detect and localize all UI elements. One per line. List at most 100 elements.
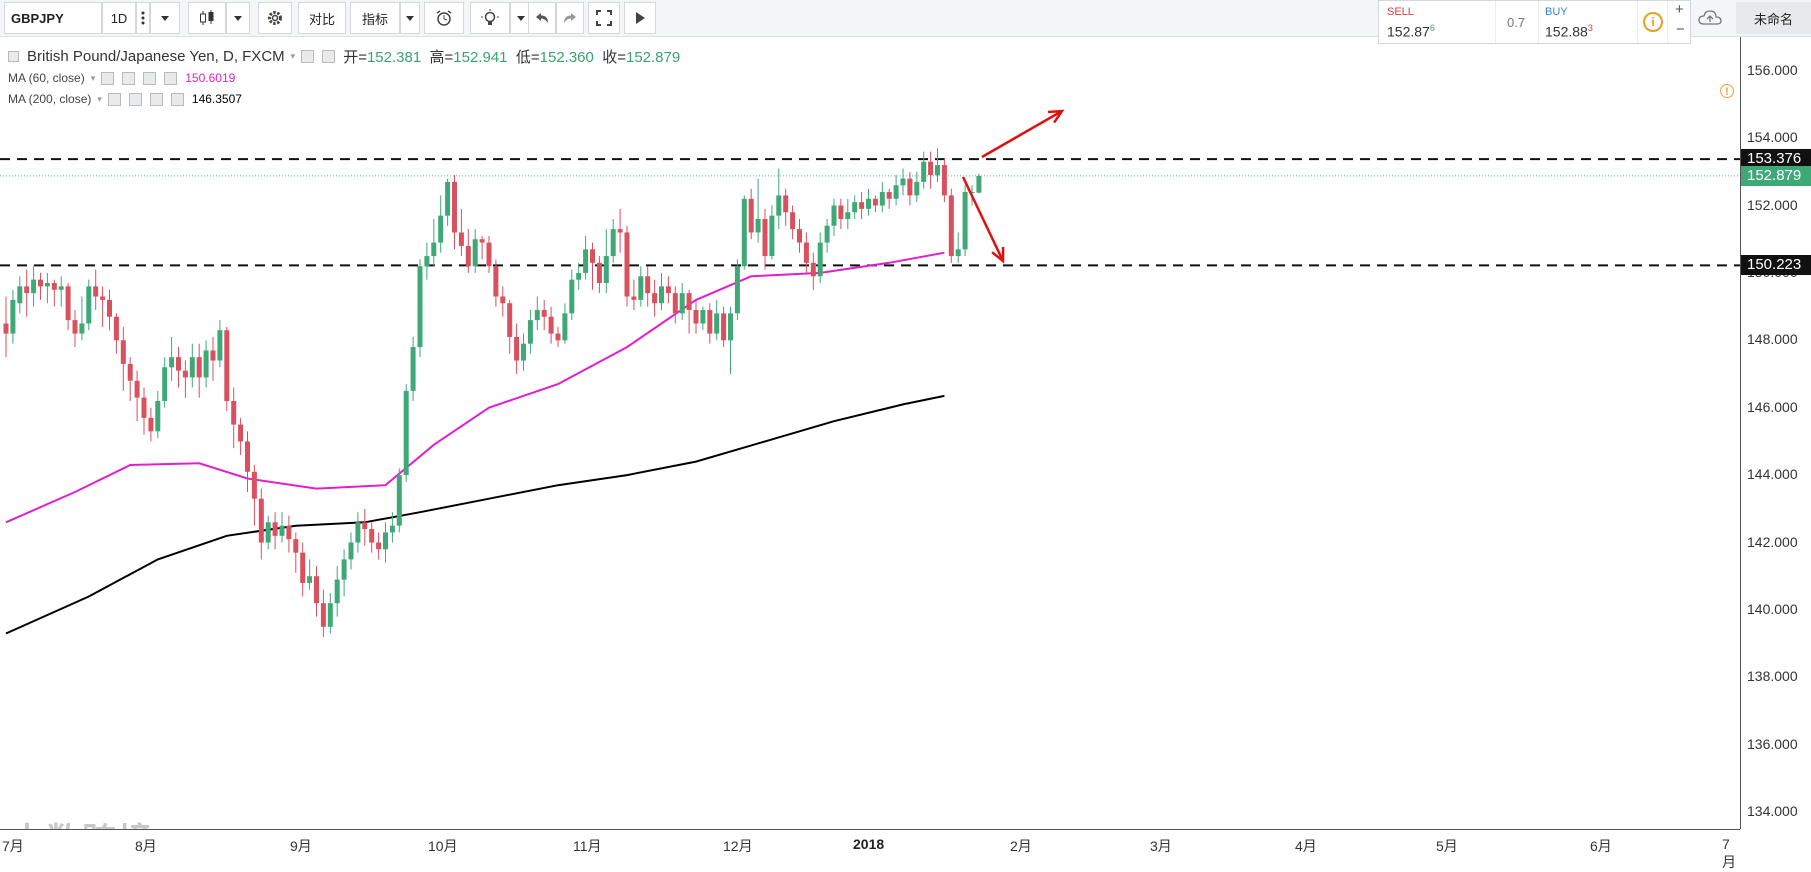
interval-button[interactable]: 1D [102,2,136,34]
ma60-add-icon[interactable] [143,71,157,85]
sell-button[interactable]: SELL 152.876 [1379,1,1495,43]
candle-body [217,330,223,361]
sell-price-pip: 6 [1429,23,1435,33]
buy-button[interactable]: BUY 152.883 [1537,1,1637,43]
play-icon [636,12,645,24]
ma60-menu-icon[interactable]: ▾ [90,72,96,83]
price-chart[interactable] [0,37,1740,829]
series-menu-icon[interactable]: ▾ [290,51,296,61]
candle-body [583,249,589,273]
candle-body [783,195,789,213]
candle-body [797,229,802,243]
candle-body [58,286,64,290]
candle-body [486,242,492,267]
ma60-close-icon[interactable] [164,71,178,85]
support-price-tag: 150.223 [1741,255,1811,276]
candle-body [845,212,851,219]
candle-body [224,330,230,401]
spread-value: 0.7 [1507,15,1526,30]
candle-body [86,286,92,324]
warning-icon[interactable]: ! [1720,84,1734,98]
minus-icon[interactable]: − [1676,21,1685,38]
candle-body [403,390,409,476]
ma200-add-icon[interactable] [149,92,163,106]
time-tick-label: 8月 [135,838,157,854]
interval-dropdown-icon[interactable] [150,2,180,34]
candle-body [431,242,437,257]
replay-button[interactable] [624,2,656,34]
chart-type-button[interactable] [188,2,226,34]
undo-button[interactable] [528,2,556,34]
candle-body [203,350,209,378]
chart-pane[interactable]: British Pound/Japanese Yen, D, FXCM ▾ 开=… [0,37,1740,860]
ma200-close-icon[interactable] [170,92,184,106]
more-menu-icon[interactable] [136,2,150,34]
ma60-eye-icon[interactable] [101,71,115,85]
quantity-stepper[interactable]: + − [1667,1,1692,43]
open-label: 开= [343,49,367,66]
candle-body [638,276,644,300]
candle-body [838,205,844,219]
candle-body [603,256,609,284]
time-axis[interactable]: 7月 8月 9月 10月 11月 12月 2018 2月 3月 4月 5月 6月 7月 [0,829,1740,870]
time-tick-label: 7月 [1722,836,1736,870]
chart-type-dropdown-icon[interactable] [226,2,250,34]
candle-body [928,161,934,176]
ma200-line [5,394,945,635]
trade-info-button[interactable]: i [1637,1,1668,43]
symbol-search-button[interactable]: GBPJPY [4,2,102,34]
ma200-settings-icon[interactable] [128,92,142,106]
redo-button[interactable] [556,2,584,34]
ideas-button[interactable] [470,2,510,34]
ma200-menu-icon[interactable]: ▾ [97,93,102,104]
candle-body [693,309,699,324]
collapse-legend-icon[interactable] [8,51,19,62]
ma60-value: 150.6019 [185,71,236,85]
settings-button[interactable] [258,2,292,34]
ma60-label: MA (60, close) [8,71,85,85]
candle-body [527,320,533,344]
ma200-eye-icon[interactable] [107,92,121,106]
fullscreen-button[interactable] [588,2,620,34]
alert-button[interactable] [424,2,464,34]
time-tick-label: 11月 [573,838,602,854]
time-tick-label: 7月 [2,838,24,854]
candle-body [534,309,540,321]
gear-icon [268,11,282,25]
candle-body [38,279,43,287]
candle-body [196,357,202,378]
layout-name-button[interactable]: 未命名 [1736,2,1811,34]
candle-body [182,370,188,378]
compare-button[interactable]: 对比 [298,2,346,34]
price-tick-label: 140.000 [1747,600,1798,617]
price-tick-label: 146.000 [1747,398,1798,415]
ma60-settings-icon[interactable] [122,71,136,85]
candle-body [859,202,865,209]
candle-body [72,320,78,334]
candle-body [465,245,471,267]
plus-icon[interactable]: + [1675,1,1684,18]
candle-body [355,522,361,543]
lightbulb-icon [481,9,499,25]
eye-icon[interactable] [301,50,315,63]
down-arrow [961,176,1005,262]
low-value: 152.360 [539,49,594,66]
high-value: 152.941 [453,49,508,66]
candle-body [245,441,250,472]
candle-body [507,303,513,337]
candle-body [679,293,685,314]
candle-body [769,215,775,257]
ohlc-values: 开=152.381 高=152.941 低=152.360 收=152.879 [343,46,680,67]
indicators-dropdown-icon[interactable] [400,2,420,34]
price-axis[interactable]: 156.000154.000152.000150.000148.000146.0… [1740,37,1811,829]
cloud-icon [1698,10,1722,25]
settings-mini-icon[interactable] [322,50,336,63]
candle-body [569,279,575,314]
save-cloud-button[interactable] [1690,2,1730,34]
candle-body [17,286,23,304]
indicators-button[interactable]: 指标 [350,2,400,34]
candle-body [265,522,271,543]
candle-body [810,262,816,277]
candle-body [300,552,306,583]
candle-body [803,242,809,263]
